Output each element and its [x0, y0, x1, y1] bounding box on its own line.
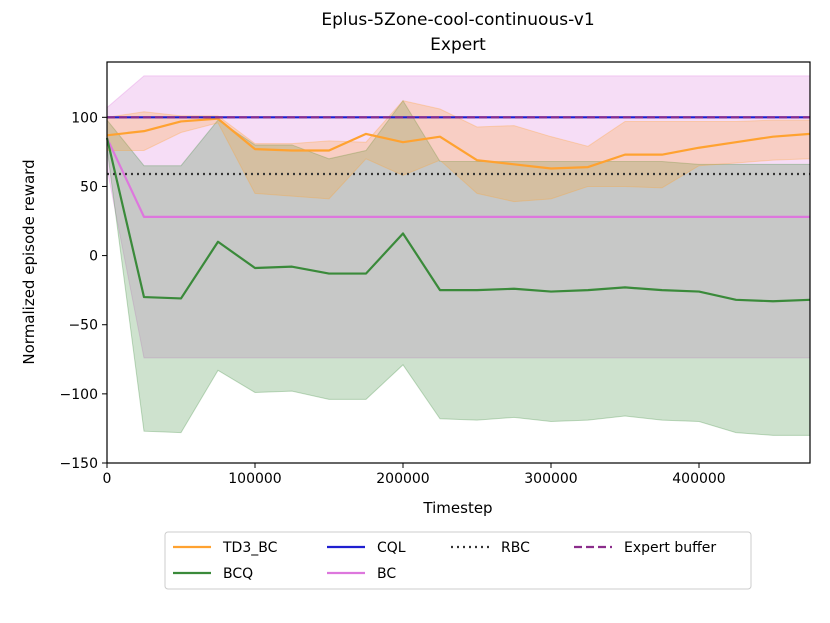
- chart-title: Eplus-5Zone-cool-continuous-v1: [321, 10, 594, 30]
- y-tick-label: −50: [68, 318, 98, 334]
- y-tick-label: 50: [80, 179, 98, 195]
- y-axis: −150 −100 −50 0 50 100: [60, 110, 107, 472]
- legend-label-cql: CQL: [377, 540, 406, 556]
- y-axis-label: Normalized episode reward: [20, 159, 38, 364]
- x-tick-label: 400000: [672, 471, 725, 487]
- legend-label-rbc: RBC: [501, 540, 530, 556]
- line-bc: [106, 137, 810, 218]
- y-tick-label: 100: [71, 110, 98, 126]
- x-axis: 0 100000 200000 300000 400000: [103, 463, 726, 487]
- line-td3-bc: [106, 117, 811, 170]
- legend: TD3_BC BCQ CQL BC RBC Expert buffer: [164, 531, 752, 590]
- x-tick-label: 100000: [228, 471, 281, 487]
- legend-label-td3-bc: TD3_BC: [222, 540, 278, 556]
- x-tick-label: 0: [103, 471, 112, 487]
- line-bcq: [105, 137, 811, 303]
- chart-subtitle: Expert: [430, 35, 486, 55]
- legend-label-bcq: BCQ: [223, 566, 253, 582]
- legend-label-expert-buffer: Expert buffer: [624, 540, 716, 556]
- y-tick-label: −100: [60, 387, 98, 403]
- confidence-bands: [106, 75, 811, 436]
- plot-frame: [106, 61, 811, 464]
- legend-label-bc: BC: [377, 566, 396, 582]
- y-tick-label: 0: [89, 249, 98, 265]
- x-axis-label: Timestep: [422, 499, 492, 517]
- x-tick-label: 200000: [376, 471, 429, 487]
- y-tick-label: −150: [60, 456, 98, 472]
- x-tick-label: 300000: [524, 471, 577, 487]
- series-lines: [105, 116, 811, 303]
